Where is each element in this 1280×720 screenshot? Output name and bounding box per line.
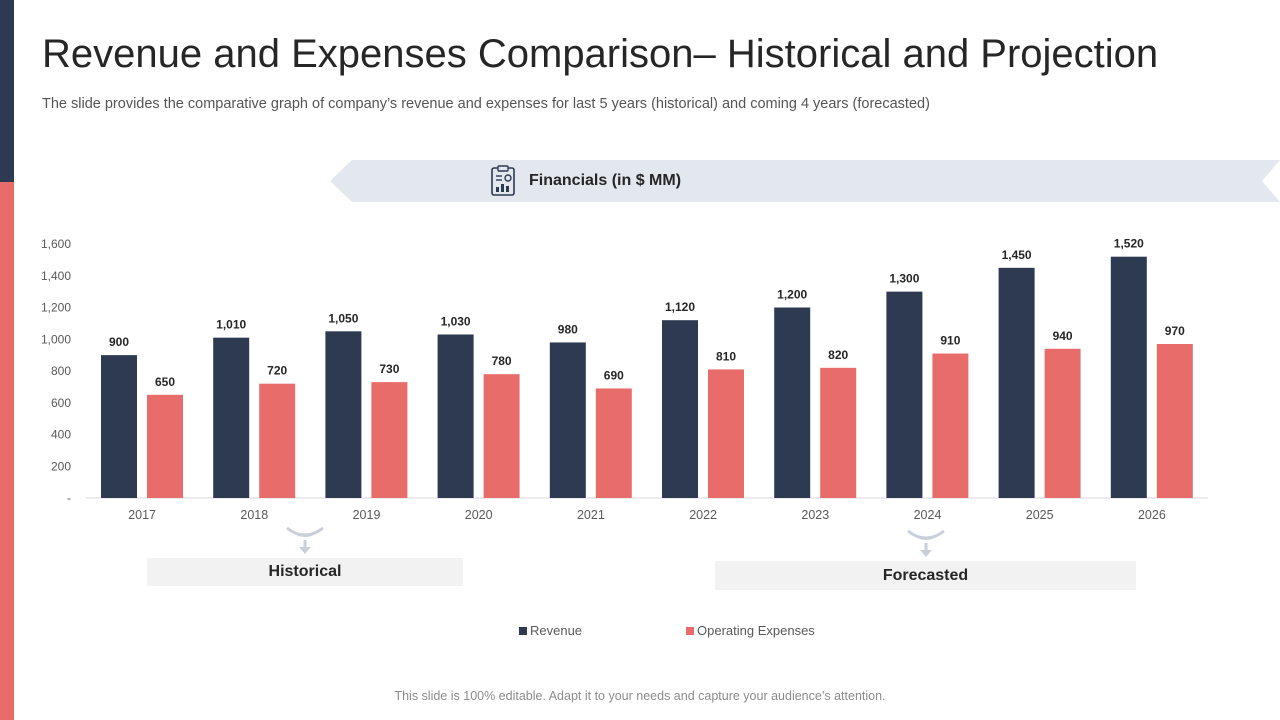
- forecasted-label: Forecasted: [715, 561, 1136, 590]
- data-label-revenue: 1,050: [328, 311, 358, 325]
- data-label-expenses: 720: [267, 364, 287, 378]
- x-tick-label: 2026: [1138, 508, 1166, 522]
- accent-bar-bottom: [0, 182, 14, 720]
- y-tick-label: 800: [51, 364, 71, 378]
- data-label-expenses: 820: [828, 348, 848, 362]
- y-tick-label: 1,400: [41, 269, 71, 283]
- y-tick-label: 1,600: [41, 237, 71, 251]
- historical-label: Historical: [147, 558, 463, 586]
- data-label-expenses: 730: [379, 362, 399, 376]
- legend-label-revenue: Revenue: [530, 623, 583, 638]
- footer-note: This slide is 100% editable. Adapt it to…: [394, 689, 886, 703]
- bar-expenses: [259, 383, 296, 498]
- revenue-expenses-chart: - 200 400 600 800 1,000 1,200 1,400 1,600 900 650 2…: [41, 237, 1208, 522]
- bar-revenue: [1110, 256, 1147, 498]
- data-label-revenue: 1,450: [1002, 248, 1032, 262]
- y-tick-label: 600: [51, 396, 71, 410]
- accent-bar-top: [0, 0, 14, 182]
- data-label-revenue: 1,520: [1114, 237, 1144, 251]
- forecasted-arrow-icon: [904, 527, 948, 564]
- bar-revenue: [886, 291, 923, 498]
- x-tick-label: 2021: [577, 508, 605, 522]
- data-label-revenue: 900: [109, 335, 129, 349]
- bar-revenue: [437, 334, 474, 498]
- report-icon: [488, 165, 518, 197]
- x-tick-label: 2017: [128, 508, 156, 522]
- bar-expenses: [708, 369, 744, 498]
- x-tick-label: 2020: [465, 508, 493, 522]
- banner-label: Financials (in $ MM): [529, 172, 682, 189]
- data-label-expenses: 910: [940, 334, 960, 348]
- banner-shape: [330, 160, 1280, 202]
- bar-expenses: [1044, 348, 1081, 498]
- bar-expenses: [483, 374, 520, 498]
- bar-revenue: [549, 342, 586, 498]
- x-tick-label: 2022: [689, 508, 717, 522]
- x-tick-label: 2019: [353, 508, 381, 522]
- bar-expenses: [1156, 344, 1193, 498]
- y-tick-label: 200: [51, 459, 71, 473]
- x-tick-label: 2025: [1026, 508, 1054, 522]
- data-label-revenue: 1,030: [441, 314, 471, 328]
- data-label-revenue: 1,200: [777, 288, 807, 302]
- bar-expenses: [147, 394, 183, 498]
- x-tick-label: 2024: [914, 508, 942, 522]
- bar-revenue: [774, 307, 811, 498]
- bar-revenue: [998, 267, 1035, 498]
- data-label-expenses: 810: [716, 349, 736, 363]
- bar-revenue: [213, 337, 250, 498]
- y-tick-label: -: [67, 491, 71, 505]
- y-tick-label: 1,000: [41, 332, 71, 346]
- data-label-revenue: 1,120: [665, 300, 695, 314]
- bar-revenue: [662, 320, 698, 498]
- data-label-revenue: 1,010: [216, 318, 246, 332]
- bar-expenses: [932, 353, 969, 498]
- data-label-expenses: 690: [604, 368, 624, 382]
- slide-title: Revenue and Expenses Comparison– Histori…: [42, 32, 1159, 76]
- bar-revenue: [101, 355, 137, 498]
- data-label-expenses: 780: [492, 354, 512, 368]
- bar-expenses: [820, 367, 857, 498]
- bar-expenses: [595, 388, 632, 498]
- data-label-expenses: 650: [155, 375, 175, 389]
- bar-expenses: [371, 382, 408, 498]
- legend-label-expenses: Operating Expenses: [697, 623, 815, 638]
- data-label-expenses: 940: [1053, 329, 1073, 343]
- bar-revenue: [325, 331, 362, 498]
- x-tick-label: 2023: [801, 508, 829, 522]
- legend-swatch-expenses: [686, 626, 694, 635]
- y-tick-label: 1,200: [41, 301, 71, 315]
- slide-subtitle: The slide provides the comparative graph…: [42, 96, 930, 112]
- data-label-revenue: 1,300: [889, 272, 919, 286]
- financials-banner: Financials (in $ MM): [330, 160, 1280, 202]
- y-tick-label: 400: [51, 428, 71, 442]
- legend-swatch-revenue: [519, 626, 527, 635]
- legend-expenses: Operating Expenses: [686, 623, 815, 638]
- historical-arrow-icon: [283, 524, 327, 561]
- data-label-expenses: 970: [1165, 324, 1185, 338]
- x-tick-label: 2018: [240, 508, 268, 522]
- legend-revenue: Revenue: [519, 623, 582, 638]
- data-label-revenue: 980: [558, 322, 578, 336]
